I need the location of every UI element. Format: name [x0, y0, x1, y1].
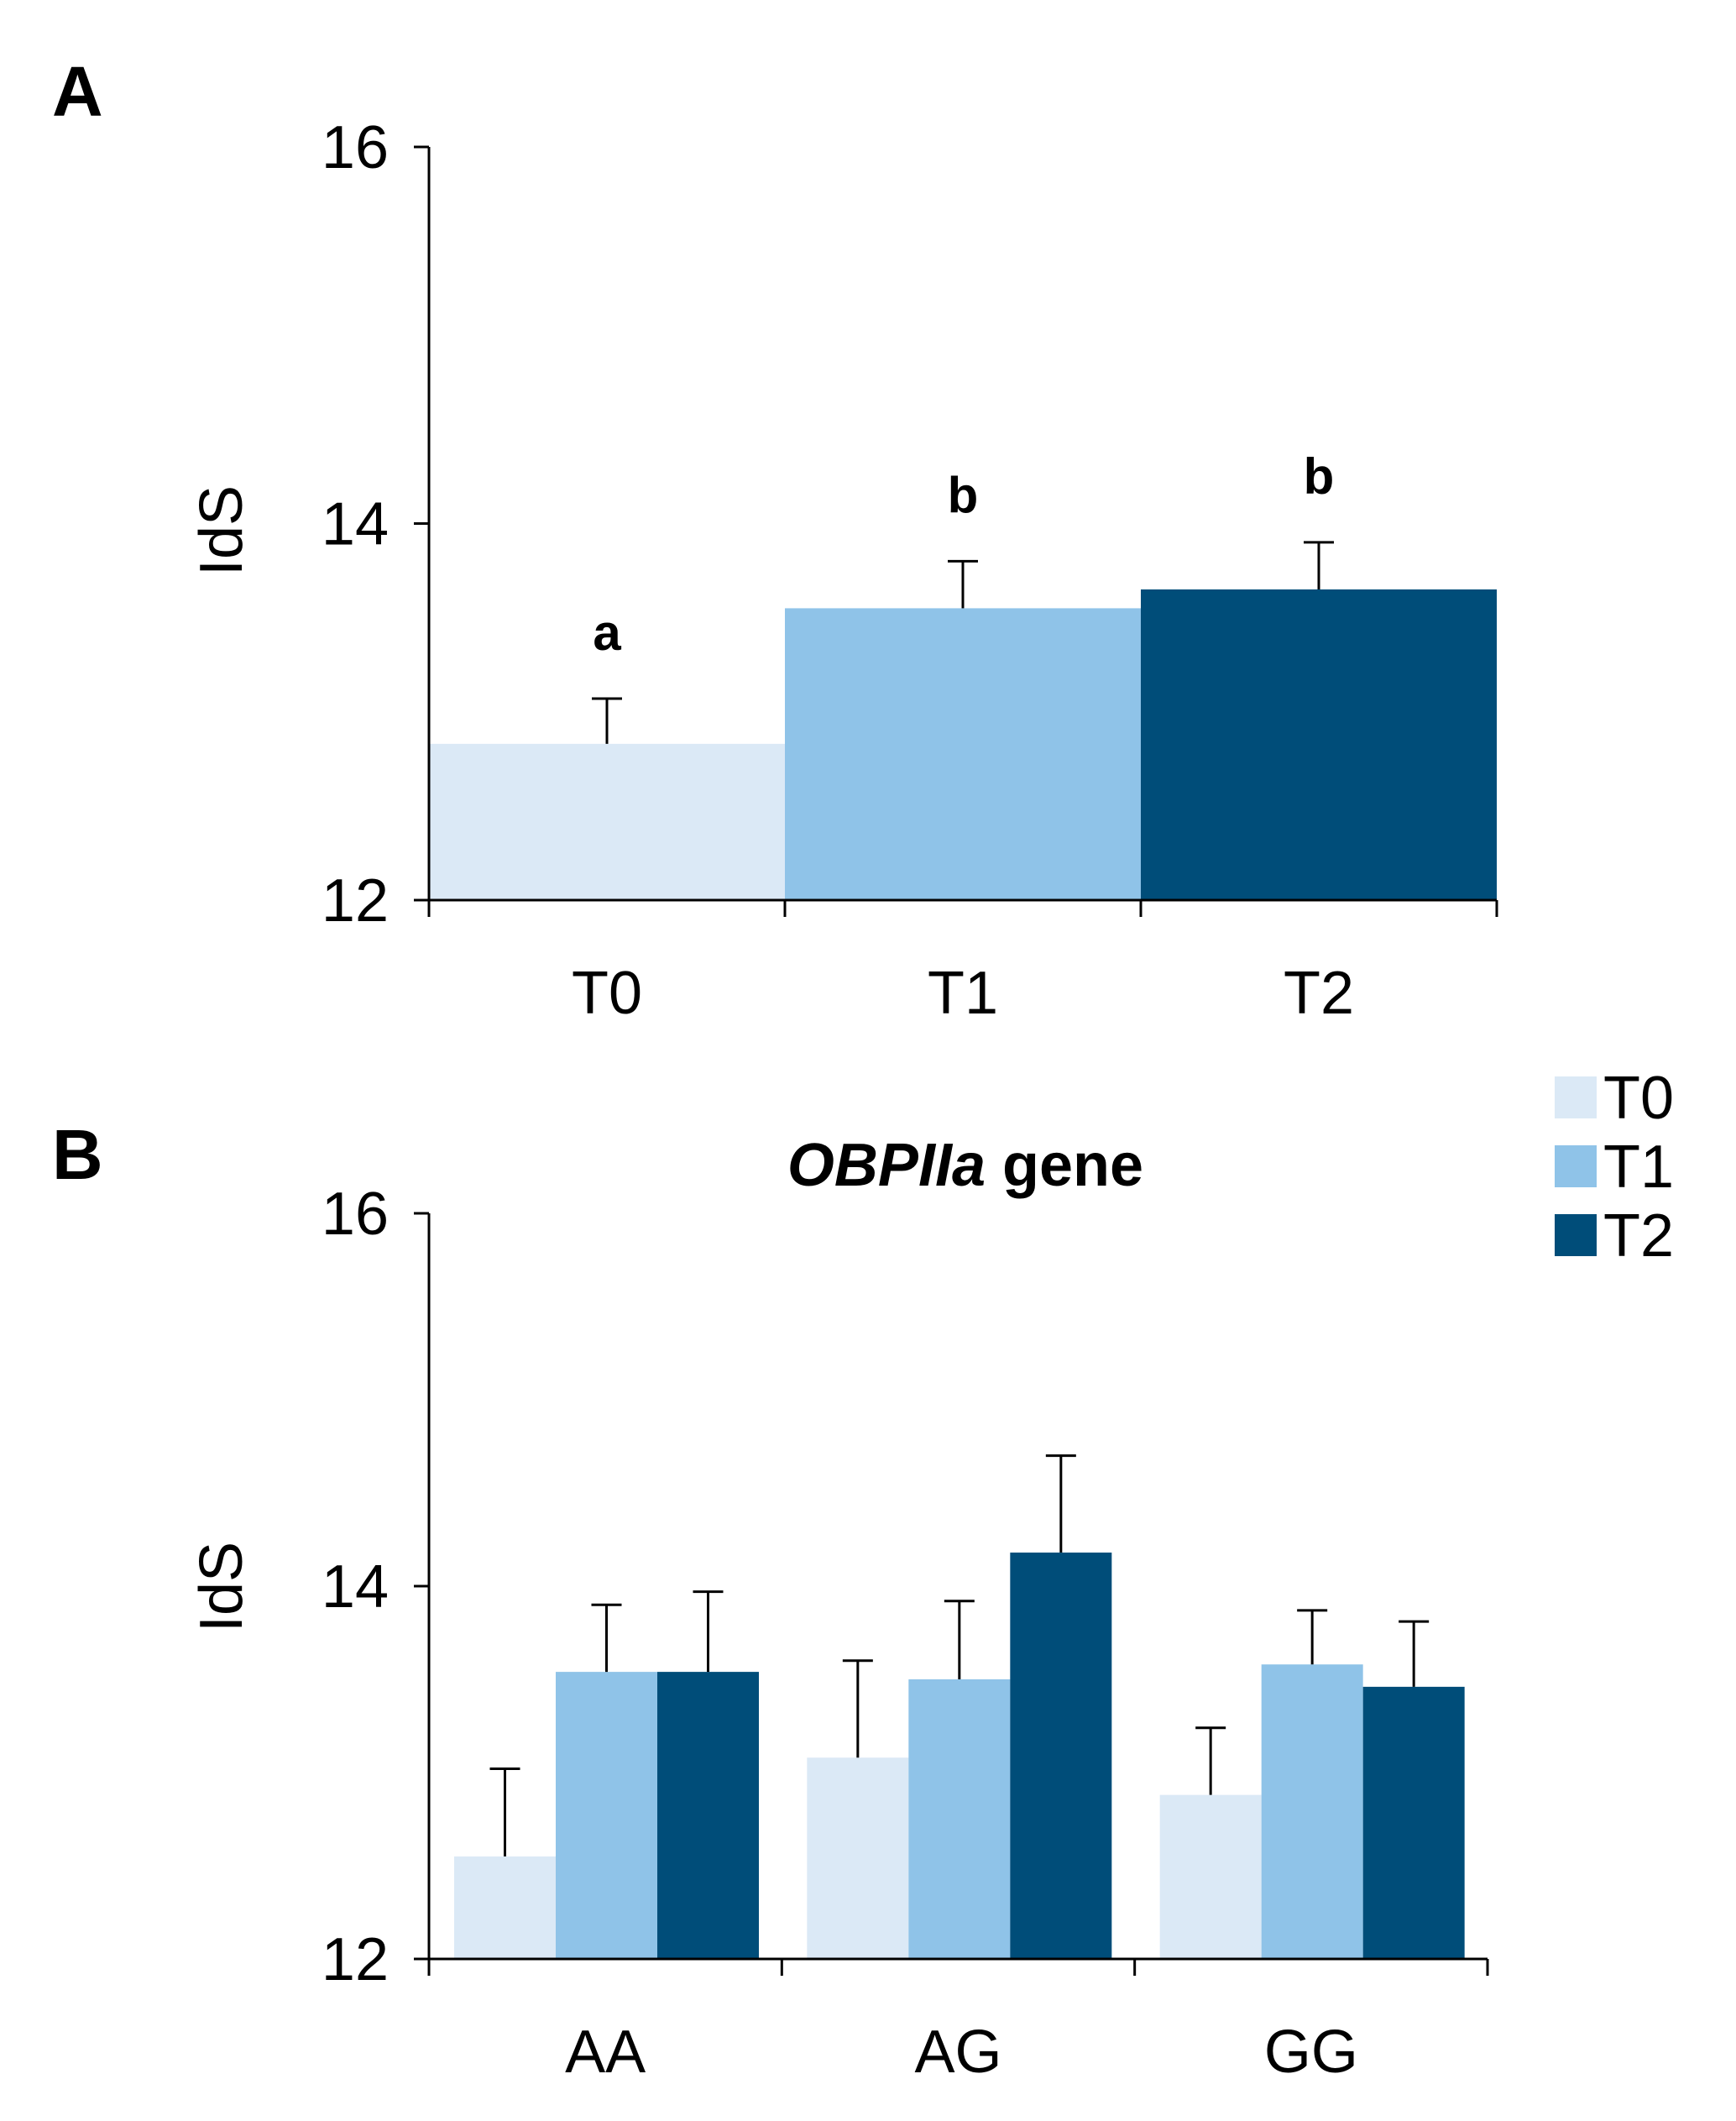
- panel-a-y-ticks: 12 14 16: [322, 114, 429, 935]
- panel-a-bars: [429, 589, 1497, 900]
- panel-a-significance-t1: b: [948, 467, 979, 523]
- panel-b-y-tick-label: 12: [322, 1926, 389, 1993]
- panel-b-title-gene: OBPIIa: [787, 1132, 986, 1199]
- panel-a: A IdS a b b 12 14 16 T0 T1 T2: [52, 52, 1498, 1027]
- panel-a-significance-t2: b: [1304, 448, 1335, 505]
- panel-a-y-tick-label: 16: [322, 114, 389, 181]
- panel-b-bar-gg-t1: [1261, 1664, 1363, 1959]
- panel-b-bar-ag-t1: [908, 1679, 1011, 1959]
- panel-a-bar-t2: [1141, 589, 1497, 900]
- panel-b-bar-gg-t2: [1362, 1686, 1465, 1959]
- panel-b-bar-gg-t0: [1159, 1794, 1262, 1959]
- panel-b-bar-ag-t2: [1010, 1553, 1112, 1959]
- panel-a-x-label-t1: T1: [928, 960, 998, 1027]
- panel-b-title: OBPIIa gene: [787, 1132, 1143, 1199]
- panel-b-bar-aa-t0: [454, 1856, 556, 1959]
- panel-b-x-label-gg: GG: [1264, 2019, 1358, 2086]
- panel-b-bar-ag-t0: [807, 1757, 909, 1959]
- panel-b-y-axis-label: IdS: [188, 1542, 255, 1632]
- panel-b-error-bars: [489, 1454, 1430, 1857]
- panel-a-y-tick-label: 12: [322, 867, 389, 935]
- panel-a-x-label-t2: T2: [1284, 960, 1354, 1027]
- panel-b-label: B: [52, 1115, 103, 1194]
- panel-a-significance-labels: a b b: [593, 448, 1334, 661]
- panel-a-significance-t0: a: [593, 605, 621, 661]
- panel-b-bar-aa-t2: [657, 1672, 759, 1959]
- panel-a-x-label-t0: T0: [572, 960, 642, 1027]
- legend-label-t0: T0: [1603, 1065, 1674, 1132]
- panel-a-error-bars: [592, 541, 1334, 744]
- panel-b-bar-aa-t1: [556, 1672, 657, 1959]
- legend-label-t2: T2: [1603, 1202, 1674, 1270]
- panel-a-y-tick-label: 14: [322, 491, 389, 558]
- panel-a-y-axis-label: IdS: [188, 485, 255, 576]
- panel-b-x-labels: AA AG GG: [565, 2019, 1358, 2086]
- panel-b-y-ticks: 12 14 16: [322, 1181, 429, 1993]
- legend-swatch-t2: [1555, 1214, 1597, 1256]
- panel-b-y-tick-label: 14: [322, 1553, 389, 1621]
- panel-b-bars: [454, 1553, 1465, 1959]
- panel-a-label: A: [52, 52, 103, 131]
- legend-swatch-t0: [1555, 1076, 1597, 1118]
- panel-b-x-label-ag: AG: [914, 2019, 1001, 2086]
- panel-a-bar-t0: [429, 743, 785, 900]
- panel-b-y-tick-label: 16: [322, 1181, 389, 1248]
- panel-b-title-rest: gene: [986, 1132, 1143, 1199]
- legend-swatch-t1: [1555, 1145, 1597, 1187]
- panel-a-x-labels: T0 T1 T2: [572, 960, 1354, 1027]
- legend-label-t1: T1: [1603, 1134, 1674, 1201]
- panel-b-x-label-aa: AA: [565, 2019, 646, 2086]
- panel-a-bar-t1: [785, 608, 1141, 900]
